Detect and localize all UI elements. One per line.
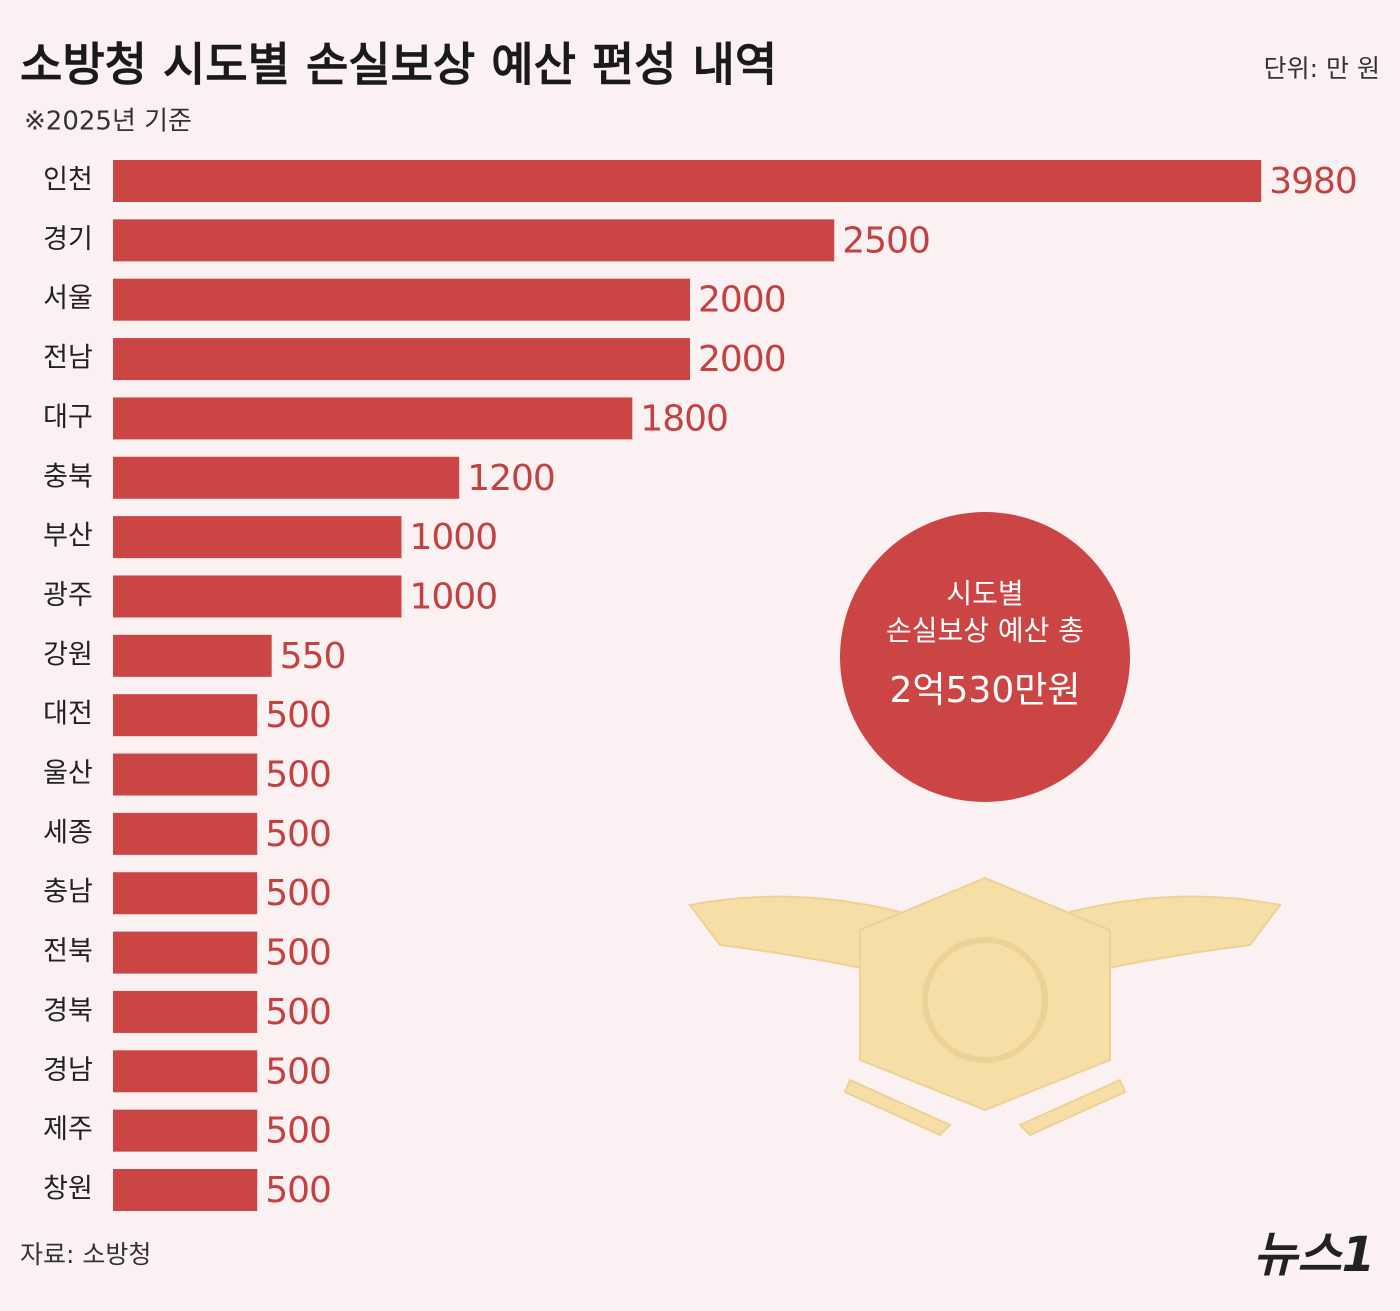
annotation: 2억530만원 [890, 670, 1081, 711]
bar [113, 219, 835, 262]
y-tick-label: 대전 [43, 699, 93, 730]
y-tick-label: 강원 [43, 639, 93, 670]
y-tick-label: 서울 [43, 283, 93, 314]
bar [113, 990, 258, 1033]
brand-logo: 뉴스1 [1253, 1227, 1375, 1283]
value-label: 1800 [640, 398, 728, 439]
value-label: 1200 [467, 458, 555, 499]
emblem [688, 876, 1282, 1137]
y-tick-label: 인천 [43, 165, 93, 196]
annotation: 시도별 [946, 577, 1023, 610]
bar [113, 694, 258, 737]
bar [113, 278, 690, 321]
value-label: 2500 [842, 220, 930, 261]
y-tick-label: 경남 [43, 1055, 93, 1086]
annotation: 손실보상 예산 총 [886, 614, 1084, 647]
bar [113, 1050, 258, 1093]
bar [113, 160, 1262, 202]
value-label: 500 [265, 992, 331, 1033]
value-label: 500 [265, 814, 331, 855]
y-tick-label: 충북 [43, 461, 93, 492]
unit-label: 단위: 만 원 [1264, 54, 1380, 83]
y-tick-label: 광주 [43, 580, 93, 611]
y-tick-label: 충남 [43, 877, 93, 908]
value-label: 3980 [1269, 161, 1357, 202]
y-tick-label: 제주 [43, 1114, 93, 1145]
y-tick-label: 경기 [43, 224, 93, 255]
bar [113, 812, 258, 855]
value-label: 500 [265, 695, 331, 736]
y-tick-label: 대구 [43, 402, 93, 433]
bar [113, 397, 633, 440]
y-tick-label: 부산 [43, 521, 93, 552]
value-label: 500 [265, 1170, 331, 1211]
y-tick-label: 울산 [43, 758, 93, 789]
subtitle: ※2025년 기준 [24, 107, 192, 137]
value-label: 500 [265, 873, 331, 914]
value-label: 550 [280, 636, 346, 677]
bar [113, 634, 272, 677]
total-circle [840, 512, 1130, 802]
bar [113, 1169, 258, 1211]
bar [113, 1109, 258, 1152]
bar [113, 516, 402, 559]
y-tick-label: 전남 [43, 343, 93, 374]
value-label: 2000 [698, 339, 786, 380]
value-label: 500 [265, 1111, 331, 1152]
bar [113, 338, 690, 381]
y-tick-label: 창원 [43, 1174, 93, 1205]
value-label: 1000 [410, 517, 498, 558]
chart-title: 소방청 시도별 손실보상 예산 편성 내역 [20, 38, 777, 92]
bar [113, 456, 460, 499]
y-tick-label: 세종 [43, 817, 93, 848]
value-label: 1000 [410, 576, 498, 617]
y-tick-label: 경북 [43, 995, 93, 1026]
bar [113, 931, 258, 974]
value-label: 2000 [698, 280, 786, 321]
value-label: 500 [265, 755, 331, 796]
bar [113, 575, 402, 618]
value-label: 500 [265, 933, 331, 974]
bar [113, 753, 258, 796]
bar [113, 872, 258, 915]
y-tick-label: 전북 [43, 936, 93, 967]
source: 자료: 소방청 [20, 1240, 151, 1269]
value-label: 500 [265, 1051, 331, 1092]
